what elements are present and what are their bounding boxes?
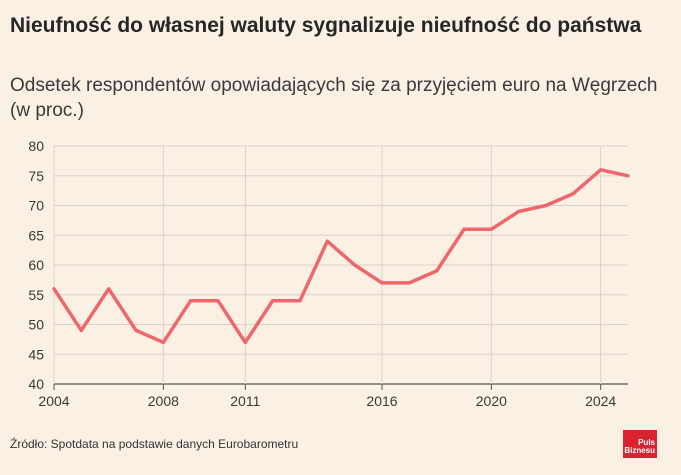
data-point: [298, 299, 302, 303]
data-point: [134, 328, 138, 333]
data-point: [189, 299, 193, 303]
data-point: [353, 263, 357, 267]
y-tick-label: 50: [28, 317, 44, 333]
data-point: [544, 203, 548, 208]
y-tick-label: 45: [28, 346, 44, 362]
data-point: [571, 192, 575, 196]
data-point: [161, 340, 165, 344]
data-point: [517, 209, 521, 214]
data-point: [462, 227, 466, 231]
y-tick-label: 40: [28, 376, 44, 392]
x-tick-label: 2016: [366, 393, 397, 409]
y-tick-label: 75: [28, 168, 44, 184]
x-tick-label: 2024: [585, 393, 616, 409]
data-point: [435, 269, 439, 273]
grid: [53, 145, 628, 385]
data-point: [52, 287, 56, 291]
y-tick-label: 60: [28, 257, 44, 273]
y-axis: 40 45 50 55 60 65 70 75 80: [28, 138, 44, 392]
y-tick-label: 70: [28, 198, 44, 214]
x-tick-label: 2008: [148, 393, 179, 409]
x-axis: 2004 2008 2011 2016 2020 2024: [38, 384, 616, 409]
chart-subtitle: Odsetek respondentów opowiadających się …: [10, 75, 658, 121]
data-point: [626, 174, 630, 178]
data-point: [107, 287, 111, 291]
logo-line-2: Biznesu: [624, 446, 655, 455]
data-point: [599, 168, 603, 172]
y-tick-label: 55: [28, 287, 44, 303]
puls-biznesu-logo: Puls Biznesu: [623, 430, 657, 458]
y-tick-label: 65: [28, 227, 44, 243]
x-tick-label: 2020: [476, 393, 507, 409]
chart-title: Nieufność do własnej waluty sygnalizuje …: [10, 14, 642, 37]
data-point: [407, 281, 411, 285]
data-point: [380, 281, 384, 285]
data-point: [79, 328, 83, 333]
y-tick-label: 80: [28, 138, 44, 154]
data-point: [271, 299, 275, 303]
data-point: [489, 227, 493, 231]
data-point: [243, 340, 247, 344]
logo-line-1: Puls: [638, 438, 655, 447]
x-tick-label: 2011: [230, 393, 260, 409]
source-note: Źródło: Spotdata na podstawie danych Eur…: [10, 437, 299, 451]
data-point: [216, 299, 220, 303]
series-line: [52, 168, 630, 345]
series: [52, 168, 630, 345]
x-tick-label: 2004: [38, 393, 69, 409]
data-point: [325, 239, 329, 243]
